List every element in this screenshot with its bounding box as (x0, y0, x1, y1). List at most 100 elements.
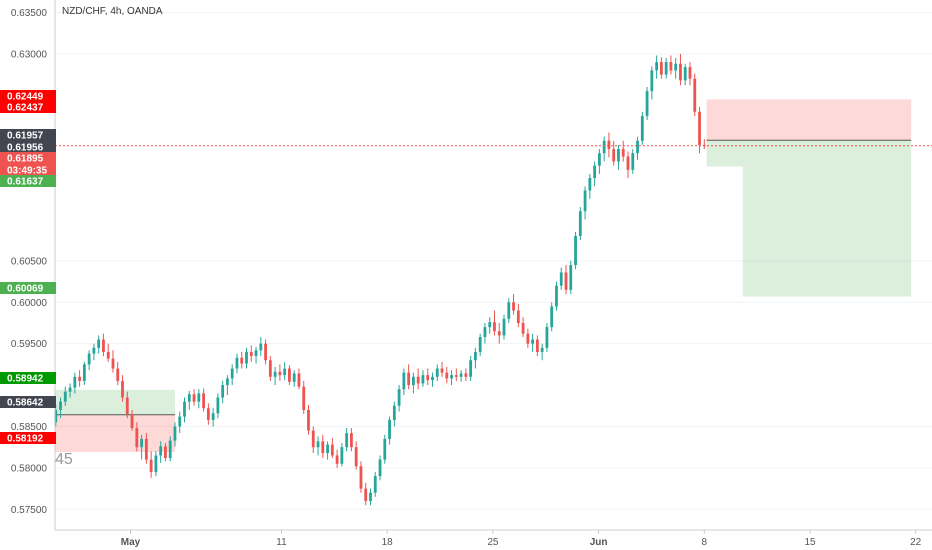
candle-body (612, 149, 616, 162)
candle-body (493, 322, 496, 332)
long-target-zone (55, 389, 176, 415)
candle-body (92, 347, 96, 354)
candle-body (288, 368, 291, 382)
candle-body (698, 111, 701, 145)
candle-body (521, 322, 525, 334)
candle-body (392, 405, 396, 420)
x-tick-label: Jun (590, 537, 608, 548)
candle-body (426, 375, 430, 381)
candle-body (116, 368, 120, 381)
candle-body (121, 380, 124, 398)
price-tag-box (0, 432, 56, 444)
candle-body (330, 444, 334, 456)
price-tag-label: 0.62437 (7, 103, 44, 114)
candle-body (326, 444, 329, 453)
candle-body (283, 368, 287, 376)
candle-body (106, 351, 110, 359)
price-tag-label: 0.61956 (7, 143, 44, 154)
candle-body (507, 302, 511, 319)
candle-body (583, 190, 587, 212)
candle-body (240, 357, 244, 364)
candle-body (68, 387, 72, 392)
candle-body (278, 371, 282, 376)
candle-body (373, 476, 377, 493)
candle-body (512, 302, 515, 311)
candle-body (340, 447, 344, 464)
candle-body (125, 397, 129, 415)
candle-body (192, 394, 196, 402)
price-tag-label: 0.61957 (7, 131, 44, 142)
price-tag-label: 0.58192 (7, 434, 44, 445)
candle-body (502, 318, 506, 336)
short-target-zone-step (706, 140, 743, 167)
x-tick-label: 22 (910, 537, 922, 548)
candle-body (78, 376, 81, 381)
candle-body (431, 376, 434, 381)
candle-body (59, 401, 62, 410)
candle-body (183, 401, 186, 417)
candle-body (154, 455, 158, 473)
candle-body (388, 419, 391, 439)
short-stop-zone (706, 99, 912, 141)
candle-body (297, 373, 301, 387)
x-tick-label: May (121, 537, 141, 548)
candle-body (345, 433, 349, 448)
price-tag-box (0, 152, 56, 164)
candle-body (354, 447, 358, 467)
candle-body (369, 492, 372, 502)
grid (55, 11, 932, 510)
price-tag-label: 0.61637 (7, 177, 44, 188)
candle-body (593, 165, 597, 179)
candle-body (559, 272, 563, 286)
candle-body (412, 376, 415, 386)
price-tag-label: 0.60069 (7, 284, 44, 295)
candle-body (659, 62, 663, 75)
candle-body (564, 272, 568, 290)
candle-body (588, 178, 592, 191)
candle-body (478, 337, 482, 352)
candle-body (469, 360, 473, 377)
candle-body (402, 372, 406, 390)
candle-body (621, 149, 625, 157)
y-tick-label: 0.57500 (11, 505, 48, 516)
price-tag-label: 0.62449 (7, 92, 44, 103)
price-tag-label: 0.58642 (7, 398, 44, 409)
candle-body (292, 373, 296, 382)
candle-body (574, 236, 577, 265)
candle-body (626, 156, 630, 170)
candle-body (273, 371, 277, 377)
candle-body (597, 153, 601, 166)
price-tag-box (0, 90, 56, 102)
x-axis-ticks: May 11 18 25 Jun 8 15 22 (121, 530, 922, 548)
candle-body (159, 446, 163, 456)
candle-body (454, 375, 458, 377)
candle-body (516, 310, 520, 323)
x-tick-label: 15 (804, 537, 816, 548)
candle-body (483, 327, 487, 338)
candle-body (674, 63, 678, 71)
candle-body (450, 375, 453, 379)
chart-title: NZD/CHF, 4h, OANDA (62, 6, 163, 17)
x-tick-label: 11 (276, 537, 287, 548)
candle-body (264, 343, 267, 361)
candle-body (259, 343, 263, 351)
candle-body (607, 140, 611, 150)
candle-body (364, 488, 368, 502)
x-tick-label: 18 (382, 537, 394, 548)
price-tag-box (0, 372, 56, 384)
candle-body (645, 91, 649, 116)
candle-body (435, 368, 439, 377)
candle-body (407, 372, 411, 386)
price-tag-label: 0.58942 (7, 374, 44, 385)
price-tag-box (0, 141, 56, 153)
candle-body (321, 441, 325, 453)
candle-body (178, 416, 182, 427)
price-tag-box (0, 282, 56, 294)
candle-body (497, 331, 501, 336)
candle-body (130, 414, 134, 429)
candle-body (416, 376, 420, 384)
candle-body (664, 62, 668, 75)
candle-body (397, 389, 401, 406)
